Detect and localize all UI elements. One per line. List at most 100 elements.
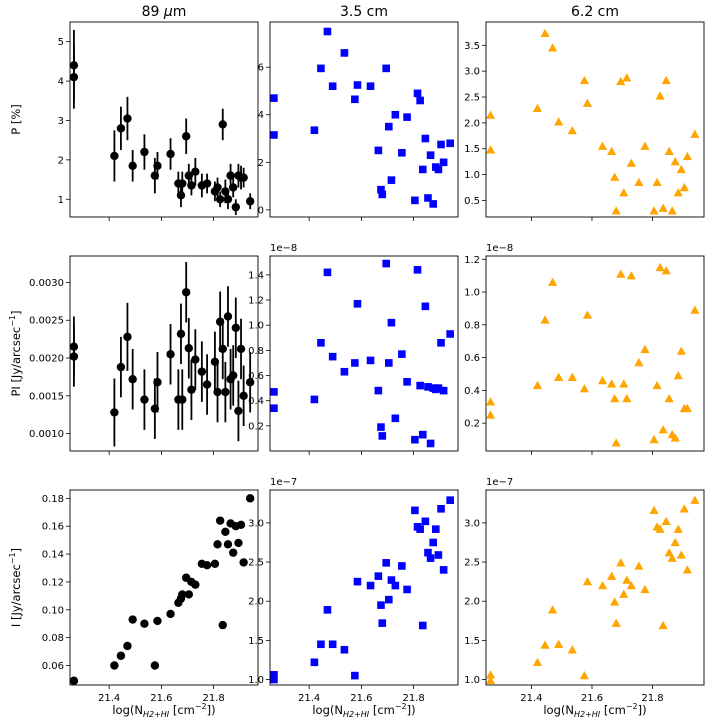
data-point <box>426 554 435 562</box>
y-tick-label: 3.0 <box>464 67 480 78</box>
data-point <box>215 317 225 326</box>
data-point <box>116 651 126 660</box>
data-point <box>210 559 220 569</box>
data-point <box>153 161 162 170</box>
data-point <box>607 571 617 580</box>
panel-r3-c3: 1.0 1.5 2.0 2.5 3.0 21.4 21.6 21.8 1e−7 <box>464 477 705 704</box>
x-tick-label: 21.8 <box>202 693 224 704</box>
data-point <box>317 640 325 649</box>
y-tick-label: 0.2 <box>464 419 480 430</box>
data-point <box>610 393 620 403</box>
data-point <box>554 372 564 381</box>
y-tick-label: 0.8 <box>464 320 480 331</box>
xlabel-1: log(NH2+HI [cm−2]) <box>112 702 215 719</box>
data-point <box>582 98 593 107</box>
data-point <box>411 435 419 444</box>
data-point <box>652 177 662 187</box>
data-point <box>403 113 411 121</box>
data-point <box>658 203 668 212</box>
data-point <box>239 558 248 567</box>
data-point <box>191 355 200 364</box>
data-point <box>649 434 659 444</box>
data-point <box>610 597 620 606</box>
data-point <box>437 339 445 347</box>
panel-r1-c2: 0 2 4 6 <box>258 21 459 221</box>
data-point <box>611 618 621 627</box>
data-point <box>123 114 132 123</box>
y-tick-label: 1.0 <box>464 675 480 686</box>
data-point <box>439 158 448 167</box>
data-point <box>682 403 692 413</box>
data-point <box>597 375 608 385</box>
data-point <box>374 572 383 580</box>
data-point <box>69 352 79 361</box>
data-point <box>611 206 621 215</box>
data-point <box>673 371 683 380</box>
y-tick-label: 0.14 <box>42 550 64 561</box>
data-point <box>607 379 617 388</box>
y-tick-label: 0.10 <box>42 605 64 616</box>
data-point <box>416 525 424 533</box>
data-point <box>434 551 443 559</box>
data-point <box>661 266 671 275</box>
data-point <box>673 188 683 197</box>
y-tick-label: 3.0 <box>248 518 264 529</box>
data-point <box>658 620 668 630</box>
data-point <box>424 548 432 557</box>
data-point <box>245 197 255 206</box>
data-point <box>679 504 689 513</box>
y-tick-label: 0.18 <box>42 494 64 505</box>
y-tick-label: 3.0 <box>464 518 480 529</box>
data-point <box>323 27 332 36</box>
y-tick-label: 3.5 <box>464 41 480 52</box>
data-point <box>690 495 700 504</box>
data-point <box>649 505 659 515</box>
data-point <box>626 158 636 167</box>
data-point <box>178 395 187 404</box>
y-tick-label: 2.0 <box>464 118 480 129</box>
row-ylabel-1: P [%] <box>9 104 23 135</box>
y-tick-label: 3 <box>58 116 64 127</box>
panel-frame <box>485 255 705 452</box>
data-point <box>223 195 233 204</box>
y-tick-label: 2.5 <box>248 558 264 569</box>
data-point <box>221 387 230 397</box>
data-point <box>432 525 440 533</box>
data-point <box>667 206 677 215</box>
row-ylabel-2: PI [Jy/arcsec−1] <box>8 310 23 396</box>
data-point <box>385 359 393 367</box>
data-point <box>377 185 385 194</box>
y-tick-label: 5 <box>58 37 64 48</box>
panel-r2-c1: 0.0010 0.0015 0.0020 0.0025 0.0030 <box>29 255 259 455</box>
data-point <box>202 380 212 389</box>
data-point <box>340 645 349 654</box>
data-point <box>607 146 617 155</box>
data-point <box>123 332 132 342</box>
data-point <box>426 151 435 159</box>
data-point <box>398 562 406 570</box>
data-point <box>218 620 227 630</box>
data-point <box>231 202 241 212</box>
data-point <box>128 374 137 384</box>
data-point <box>234 406 243 416</box>
data-point <box>679 182 689 192</box>
data-point <box>116 362 126 372</box>
data-point <box>437 140 445 149</box>
data-point <box>548 43 558 52</box>
data-point <box>239 391 248 401</box>
data-point <box>579 671 590 680</box>
x-tick-label: 21.4 <box>298 693 320 704</box>
data-point <box>110 661 119 670</box>
data-point <box>626 580 636 590</box>
offset-text: 1e−8 <box>486 243 513 254</box>
data-point <box>532 103 543 113</box>
y-tick-label: 1.0 <box>248 675 264 686</box>
data-point <box>150 404 160 413</box>
data-point <box>411 506 419 515</box>
data-point <box>184 171 194 180</box>
data-point <box>622 575 632 584</box>
data-point <box>540 315 550 324</box>
data-point <box>385 122 393 131</box>
data-point <box>317 64 325 73</box>
